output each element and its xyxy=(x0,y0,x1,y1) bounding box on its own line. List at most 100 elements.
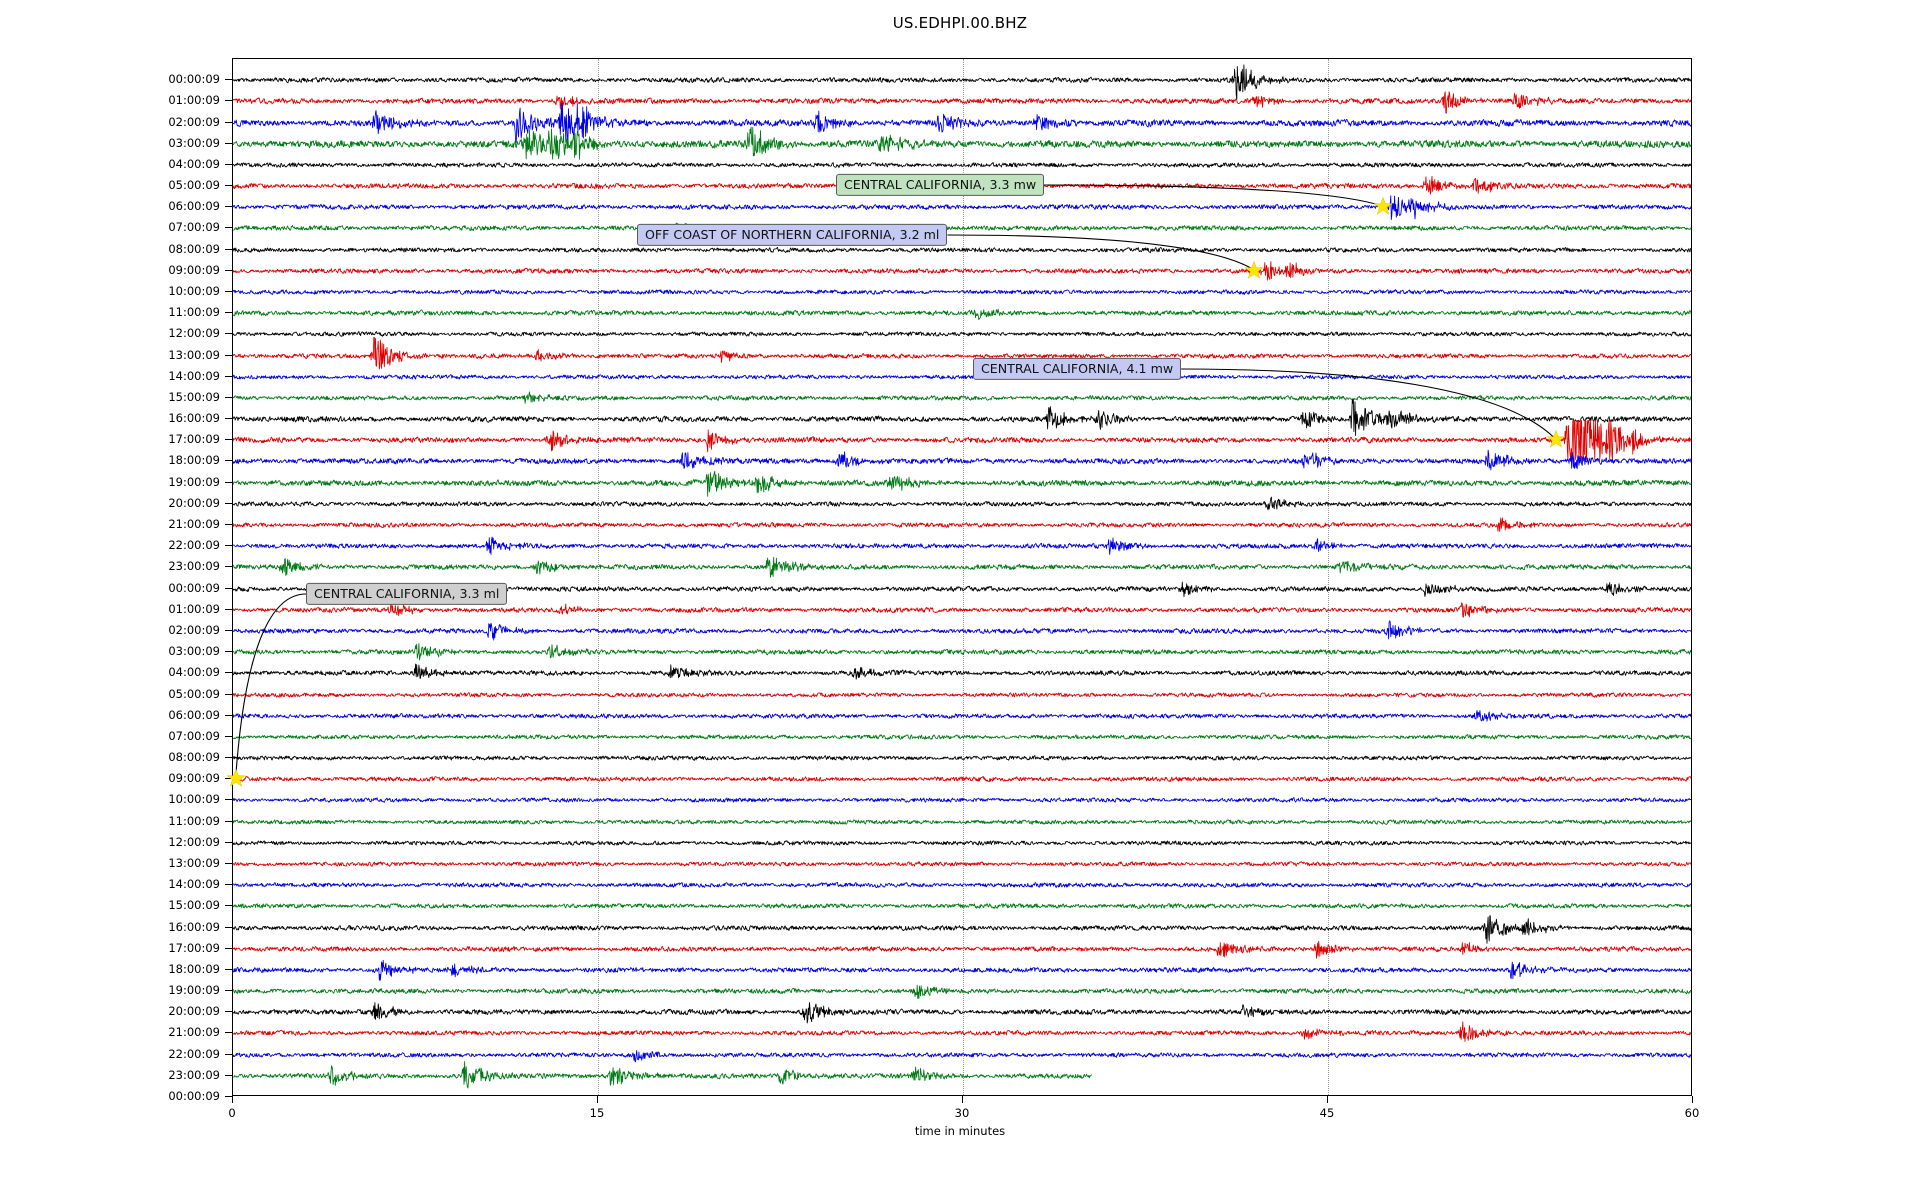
y-axis-tick xyxy=(225,354,232,356)
y-axis-label: 16:00:09 xyxy=(168,411,220,426)
y-axis-tick xyxy=(225,735,232,737)
y-axis-tick xyxy=(225,968,232,970)
y-axis-label: 19:00:09 xyxy=(168,983,220,998)
trace-row xyxy=(233,865,1691,905)
x-axis-tick xyxy=(597,1096,598,1103)
y-axis-label: 07:00:09 xyxy=(168,728,220,743)
y-axis-tick xyxy=(225,799,232,801)
trace-row xyxy=(233,547,1691,587)
y-axis-tick xyxy=(225,121,232,123)
trace-canvas xyxy=(233,59,1691,1095)
y-axis-tick xyxy=(225,460,232,462)
event-annotation-label: CENTRAL CALIFORNIA, 3.3 mw xyxy=(836,173,1045,197)
trace-row xyxy=(233,802,1691,842)
x-axis-label: 60 xyxy=(1684,1106,1700,1120)
trace-row xyxy=(233,738,1691,778)
y-axis-tick xyxy=(225,1032,232,1034)
trace-row xyxy=(233,60,1691,100)
earthquake-star-icon xyxy=(1373,197,1393,216)
y-axis-tick xyxy=(225,206,232,208)
trace-row xyxy=(233,992,1691,1032)
trace-row xyxy=(233,696,1691,736)
y-axis-label: 03:00:09 xyxy=(168,135,220,150)
trace-row xyxy=(233,230,1691,270)
y-axis-label: 22:00:09 xyxy=(168,1046,220,1061)
y-axis-tick xyxy=(225,629,232,631)
y-axis-tick xyxy=(225,79,232,81)
x-axis-tick xyxy=(962,1096,963,1103)
y-axis-label: 18:00:09 xyxy=(168,453,220,468)
y-axis-label: 15:00:09 xyxy=(168,898,220,913)
trace-row xyxy=(233,293,1691,333)
x-axis-label: 15 xyxy=(589,1106,605,1120)
y-axis-tick xyxy=(225,333,232,335)
y-axis-tick xyxy=(225,608,232,610)
y-axis-label: 20:00:09 xyxy=(168,1004,220,1019)
y-axis-tick xyxy=(225,757,232,759)
grid-line xyxy=(1328,59,1329,1095)
trace-row xyxy=(233,505,1691,545)
trace-row xyxy=(233,441,1691,481)
y-axis-label: 19:00:09 xyxy=(168,474,220,489)
y-axis-label: 15:00:09 xyxy=(168,389,220,404)
trace-row xyxy=(233,653,1691,693)
y-axis-label: 05:00:09 xyxy=(168,178,220,193)
trace-row xyxy=(233,102,1691,143)
y-axis-tick xyxy=(225,545,232,547)
y-axis-tick xyxy=(225,248,232,250)
trace-row xyxy=(233,208,1691,248)
y-axis-tick xyxy=(225,227,232,229)
trace-row xyxy=(233,611,1691,651)
y-axis-tick xyxy=(225,524,232,526)
x-axis-tick xyxy=(232,1096,233,1103)
event-annotation-label: CENTRAL CALIFORNIA, 4.1 mw xyxy=(973,357,1182,381)
y-axis-tick xyxy=(225,502,232,504)
trace-row xyxy=(233,420,1691,461)
y-axis-label: 00:00:09 xyxy=(168,72,220,87)
earthquake-star-icon xyxy=(1546,430,1566,449)
trace-row xyxy=(233,971,1691,1011)
y-axis-label: 09:00:09 xyxy=(168,262,220,277)
y-axis-tick xyxy=(225,990,232,992)
y-axis-label: 17:00:09 xyxy=(168,432,220,447)
y-axis-tick xyxy=(225,651,232,653)
y-axis-label: 12:00:09 xyxy=(168,834,220,849)
trace-row xyxy=(233,929,1691,969)
y-axis-label: 16:00:09 xyxy=(168,919,220,934)
y-axis-tick xyxy=(225,693,232,695)
trace-row xyxy=(233,124,1691,164)
plot-title: US.EDHPI.00.BHZ xyxy=(892,14,1028,32)
y-axis-label: 22:00:09 xyxy=(168,538,220,553)
y-axis-label: 13:00:09 xyxy=(168,855,220,870)
y-axis-label: 10:00:09 xyxy=(168,792,220,807)
trace-row xyxy=(233,717,1691,757)
y-axis-tick xyxy=(225,841,232,843)
y-axis-label: 17:00:09 xyxy=(168,940,220,955)
trace-row xyxy=(233,314,1691,354)
y-axis-label: 05:00:09 xyxy=(168,686,220,701)
y-axis-tick xyxy=(225,926,232,928)
y-axis-label: 08:00:09 xyxy=(168,241,220,256)
trace-row xyxy=(233,484,1691,524)
trace-row xyxy=(233,675,1691,715)
y-axis-tick xyxy=(225,481,232,483)
y-axis-label: 10:00:09 xyxy=(168,284,220,299)
x-axis-label: 0 xyxy=(228,1106,236,1120)
trace-row xyxy=(233,908,1691,948)
trace-row xyxy=(233,1035,1691,1075)
earthquake-star-icon xyxy=(225,768,246,788)
y-axis-label: 11:00:09 xyxy=(168,813,220,828)
y-axis-tick xyxy=(225,947,232,949)
y-axis-tick xyxy=(225,672,232,674)
x-axis-tick xyxy=(1327,1096,1328,1103)
y-axis-label: 00:00:09 xyxy=(168,1089,220,1103)
y-axis-tick xyxy=(225,312,232,314)
y-axis-tick xyxy=(225,396,232,398)
trace-row xyxy=(233,378,1691,418)
y-axis-label: 13:00:09 xyxy=(168,347,220,362)
y-axis-label: 08:00:09 xyxy=(168,750,220,765)
y-axis-tick xyxy=(225,714,232,716)
x-axis-tick xyxy=(1692,1096,1693,1103)
y-axis-label: 00:00:09 xyxy=(168,580,220,595)
